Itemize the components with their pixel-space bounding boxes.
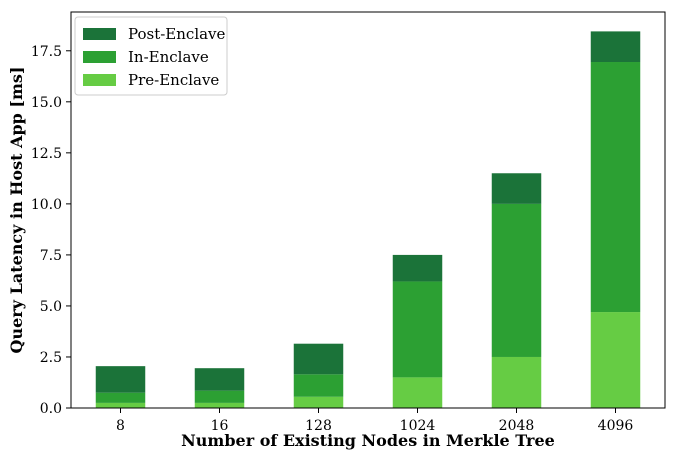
y-tick-label: 17.5 — [31, 44, 62, 60]
bar-pre-enclave-16 — [194, 402, 245, 408]
x-axis: 8 16 128 1024 2048 4096 — [116, 408, 633, 434]
bars-layer — [95, 31, 641, 408]
bar-pre-enclave-1024 — [392, 377, 443, 408]
y-tick-label: 5.0 — [40, 299, 62, 315]
y-tick-label: 7.5 — [40, 248, 62, 264]
bar-in-enclave-1024 — [392, 281, 443, 378]
legend-swatch-pre-enclave — [83, 74, 116, 86]
x-tick-label: 4096 — [598, 418, 634, 434]
x-tick-label: 2048 — [499, 418, 535, 434]
x-axis-label: Number of Existing Nodes in Merkle Tree — [181, 431, 555, 450]
y-tick-label: 10.0 — [31, 197, 62, 213]
legend-swatch-in-enclave — [83, 51, 116, 63]
bar-pre-enclave-4096 — [590, 312, 641, 408]
legend: Post-Enclave In-Enclave Pre-Enclave — [74, 16, 228, 96]
y-tick-label: 15.0 — [31, 95, 62, 111]
x-tick-label: 1024 — [400, 418, 436, 434]
bar-post-enclave-1024 — [392, 254, 443, 282]
bar-pre-enclave-2048 — [491, 356, 542, 408]
plot-frame — [70, 11, 666, 409]
x-tick-label: 16 — [211, 418, 229, 434]
bar-post-enclave-8 — [95, 366, 146, 393]
bar-in-enclave-16 — [194, 390, 245, 403]
legend-swatch-post-enclave — [83, 28, 116, 40]
y-tick-label: 0.0 — [40, 401, 62, 417]
bar-post-enclave-128 — [293, 343, 344, 375]
bar-in-enclave-128 — [293, 374, 344, 397]
x-tick-label: 128 — [305, 418, 332, 434]
bar-pre-enclave-128 — [293, 396, 344, 408]
bar-pre-enclave-8 — [95, 402, 146, 408]
y-axis-label: Query Latency in Host App [ms] — [7, 67, 26, 354]
y-axis: 0.0 2.5 5.0 7.5 10.0 12.5 15.0 17.5 — [31, 44, 71, 417]
legend-label-pre-enclave: Pre-Enclave — [128, 71, 219, 89]
y-tick-label: 2.5 — [40, 350, 62, 366]
legend-label-in-enclave: In-Enclave — [128, 48, 209, 66]
legend-label-post-enclave: Post-Enclave — [128, 25, 226, 43]
bar-post-enclave-2048 — [491, 173, 542, 204]
bar-in-enclave-2048 — [491, 203, 542, 357]
bar-post-enclave-16 — [194, 368, 245, 391]
bar-post-enclave-4096 — [590, 31, 641, 63]
bar-in-enclave-4096 — [590, 62, 641, 313]
bar-in-enclave-8 — [95, 392, 146, 403]
x-tick-label: 8 — [116, 418, 125, 434]
y-tick-label: 12.5 — [31, 146, 62, 162]
